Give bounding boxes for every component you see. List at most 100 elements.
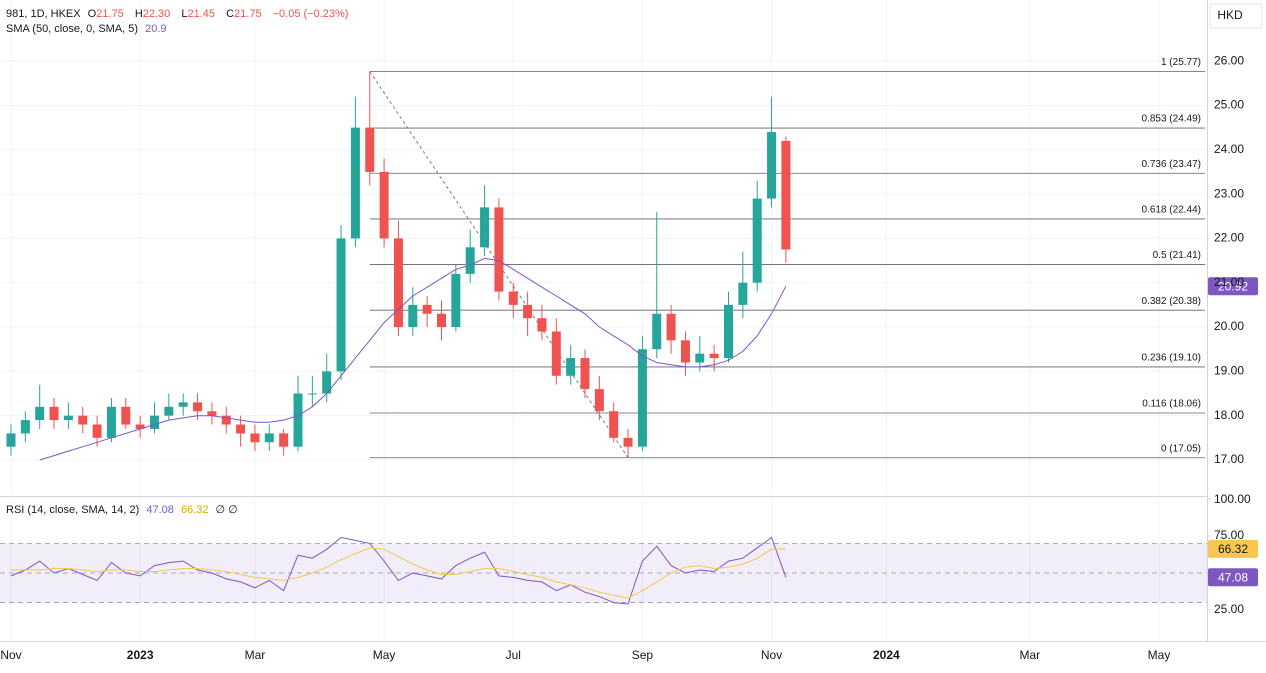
rsi-extra: ∅ ∅ (215, 504, 238, 516)
ohlc: C21.75 (226, 8, 265, 20)
candle-body (637, 349, 647, 447)
x-tick-label: Mar (245, 648, 266, 662)
y-tick-label: 19.00 (1214, 364, 1244, 378)
ohlc-value: 21.75 (234, 8, 262, 20)
price-tag (1208, 539, 1258, 558)
y-tick-label: 21.00 (1214, 275, 1244, 289)
candle-body (709, 353, 719, 359)
candle-body (221, 415, 231, 425)
rsi-line (10, 536, 787, 605)
candle-body (135, 424, 145, 429)
candle-body (336, 238, 346, 372)
candle-body (350, 127, 360, 239)
symbol: 981, 1D, HKEX (6, 8, 81, 20)
y-tick-label: 23.00 (1214, 186, 1244, 200)
ohlc-value: 22.30 (142, 8, 171, 20)
candle-body (666, 313, 676, 341)
candle-body (451, 273, 461, 328)
candle-body (422, 304, 432, 314)
candle-body (580, 358, 590, 390)
currency: HKD (1217, 8, 1243, 22)
candle-body (537, 318, 547, 332)
ohlc: L21.45 (181, 8, 219, 20)
candle-body (609, 411, 619, 438)
price-tag-label: 66.32 (1218, 542, 1248, 556)
x-tick-label: Nov (0, 648, 21, 662)
y-tick-label: 24.00 (1214, 142, 1244, 156)
candle-body (393, 238, 403, 328)
fib-label: 0 (17.05) (1161, 443, 1201, 454)
candle-body (250, 433, 260, 443)
y-tick-label: 18.00 (1214, 408, 1244, 422)
candle-body (121, 406, 131, 425)
ohlc-value: 21.45 (187, 8, 216, 20)
y-tick-label: 26.00 (1214, 53, 1244, 67)
x-tick-label: Nov (761, 648, 782, 662)
candle-body (236, 424, 246, 434)
x-tick-label: 2023 (127, 648, 154, 662)
y-tick-label: 75.00 (1214, 528, 1244, 542)
candle-body (207, 411, 217, 416)
ohlc-key: H (134, 8, 143, 20)
fib-label: 0.116 (18.06) (1142, 399, 1201, 410)
currency-button[interactable] (1209, 3, 1263, 29)
labels: Nov 2023 Mar May Jul Sep Nov 2024 Mar May 1 (25.77… (0, 57, 1258, 662)
fib-label: 0.382 (20.38) (1142, 296, 1202, 307)
x-tick-label: Sep (632, 648, 654, 662)
grid (0, 0, 1207, 640)
candle-body (49, 406, 59, 421)
y-tick-label: 22.00 (1214, 231, 1244, 245)
y-tick-label: 25.00 (1214, 98, 1244, 112)
candle-body (307, 393, 317, 395)
price-tag-label: 47.08 (1218, 570, 1248, 584)
candle-body (264, 433, 274, 443)
candle-body (594, 389, 604, 412)
fib-label: 0.736 (23.47) (1142, 159, 1202, 170)
candle-body (150, 415, 159, 429)
price-tag (1208, 568, 1258, 587)
x-tick-label: Mar (1020, 648, 1041, 662)
candle-body (193, 402, 203, 412)
candle-body (695, 353, 705, 363)
sma-line (39, 257, 787, 461)
rsi-value: 47.08 (146, 504, 174, 516)
rsi-sma-value: 66.32 (180, 504, 209, 516)
price-tag-label: 20.92 (1218, 279, 1248, 293)
candle-body (652, 313, 662, 350)
candle-body (293, 393, 303, 447)
y-tick-label: 25.00 (1214, 602, 1244, 616)
sma-value: 20.9 (145, 23, 167, 35)
candle-body (767, 132, 777, 199)
candle-body (35, 406, 45, 421)
candle-body (408, 304, 418, 328)
candle-body (738, 282, 748, 305)
ohlc-key: C (226, 8, 235, 20)
sma-title: SMA (50, close, 0, SMA, 5) (6, 23, 139, 35)
candle-body (106, 406, 116, 438)
fib-label: 0.5 (21.41) (1153, 250, 1201, 261)
candle-body (437, 313, 446, 328)
ohlc-key: L (181, 8, 188, 20)
ohlc: H22.30 (135, 8, 174, 20)
candle-body (365, 127, 375, 172)
x-tick-label: May (1148, 648, 1171, 662)
fib-label: 1 (25.77) (1161, 57, 1201, 68)
fib-label: 0.236 (19.10) (1142, 353, 1202, 364)
candle-body (322, 371, 332, 394)
change: −0.05 (−0.23%) (272, 8, 349, 20)
y-tick-label: 100.00 (1214, 492, 1251, 506)
y-tick-label: 20.00 (1214, 319, 1244, 333)
candle-body (20, 420, 30, 434)
x-tick-label: 2024 (873, 648, 900, 662)
price-legend: 981, 1D, HKEX O 21.75 H22.30 L21.45 C21.7… (6, 8, 352, 20)
candle-body (680, 340, 690, 363)
rsi-legend: RSI (14, close, SMA, 14, 2) 47.08 66.32 … (6, 503, 242, 516)
candle-body (508, 291, 518, 305)
candle-body (494, 207, 504, 292)
ohlc-key: O (87, 8, 97, 20)
candle-body (752, 198, 762, 283)
candle-body (63, 415, 73, 421)
candle-body (164, 406, 174, 416)
